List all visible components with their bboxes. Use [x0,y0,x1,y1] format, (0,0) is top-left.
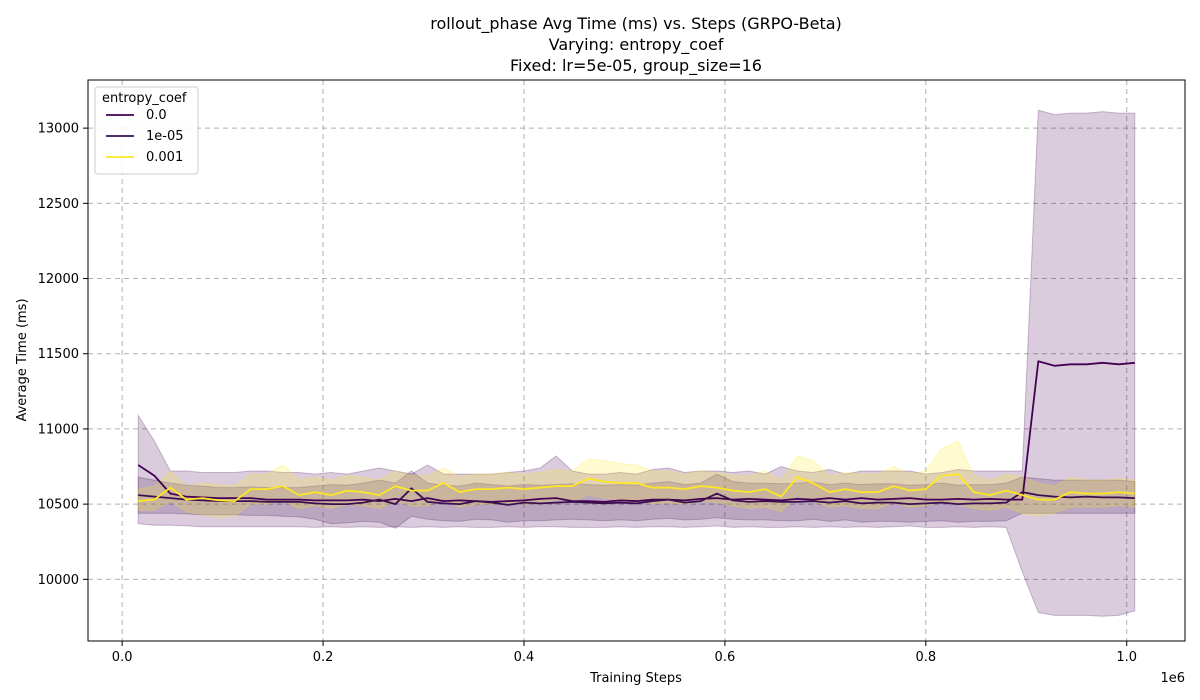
y-tick-label: 13000 [38,122,79,137]
x-tick-label: 0.0 [112,650,133,665]
legend-title: entropy_coef [102,91,187,106]
y-tick-label: 12000 [38,272,79,287]
y-tick-label: 11500 [38,347,79,362]
series-line-0.0 [137,360,1135,503]
x-tick-label: 0.6 [715,650,736,665]
legend-label: 0.001 [146,150,183,165]
x-axis-ticks: 0.0 0.2 0.4 0.6 0.8 1.0 [112,641,1137,665]
x-tick-label: 1.0 [1116,650,1137,665]
legend-box [94,86,199,175]
x-tick-label: 0.2 [313,650,334,665]
grid [88,80,1185,641]
series-line-1e-05 [138,487,1135,506]
series-lines [137,360,1135,506]
y-axis-ticks: 10000 10500 11000 11500 12000 12500 13000 [38,122,88,588]
series-line-0.001 [138,473,1135,503]
x-tick-label: 0.4 [514,650,535,665]
series-band-1e-05 [137,470,1136,529]
y-tick-label: 12500 [38,197,79,212]
y-tick-label: 10500 [38,498,79,513]
x-tick-label: 0.8 [915,650,936,665]
x-axis-offset-label: 1e6 [1160,671,1185,686]
legend-label: 1e-05 [146,129,184,144]
confidence-bands [137,109,1136,617]
legend-label: 0.0 [146,108,167,123]
series-band-0.0 [137,109,1136,617]
chart-title-line-3: Fixed: lr=5e-05, group_size=16 [510,56,762,76]
chart-title-line-1: rollout_phase Avg Time (ms) vs. Steps (G… [430,14,842,34]
chart-title-line-2: Varying: entropy_coef [549,35,724,55]
x-axis-label: Training Steps [589,671,682,686]
y-tick-label: 11000 [38,422,79,437]
legend: entropy_coef 0.0 1e-05 0.001 [94,86,199,175]
plot-frame [87,79,1186,642]
y-tick-label: 10000 [38,573,79,588]
y-axis-label: Average Time (ms) [15,298,30,421]
